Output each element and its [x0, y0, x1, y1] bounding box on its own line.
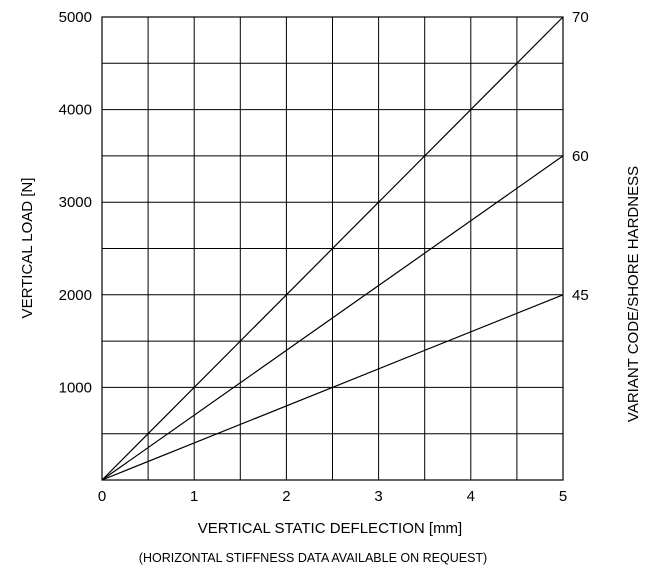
- x-tick-label: 5: [559, 488, 567, 505]
- series-lines: [101, 16, 564, 481]
- y-tick-label: 4000: [59, 102, 92, 119]
- footnote: (HORIZONTAL STIFFNESS DATA AVAILABLE ON …: [139, 551, 487, 565]
- x-tick-label: 0: [98, 488, 106, 505]
- x-tick-label: 2: [282, 488, 290, 505]
- x-tick-label: 4: [467, 488, 475, 505]
- x-tick-label: 3: [374, 488, 382, 505]
- y-axis-title: VERTICAL LOAD [N]: [19, 178, 36, 319]
- y-tick-label: 5000: [59, 9, 92, 26]
- series-line-60: [101, 155, 564, 481]
- series-label-45: 45: [572, 287, 589, 304]
- y2-axis-title: VARIANT CODE/SHORE HARDNESS: [625, 166, 642, 422]
- y-tick-label: 3000: [59, 194, 92, 211]
- y-tick-label: 2000: [59, 287, 92, 304]
- grid: [102, 17, 563, 480]
- y-tick-label: 1000: [59, 379, 92, 396]
- x-tick-label: 1: [190, 488, 198, 505]
- y-tick-labels: 1000 2000 3000 4000 5000: [59, 9, 92, 396]
- plot-frame: [101, 16, 564, 481]
- x-axis-title: VERTICAL STATIC DEFLECTION [mm]: [198, 520, 462, 537]
- series-line-45: [101, 294, 564, 481]
- series-label-70: 70: [572, 9, 589, 26]
- series-labels: 70 60 45: [572, 9, 589, 304]
- series-line-70: [101, 16, 564, 481]
- series-label-60: 60: [572, 148, 589, 165]
- x-tick-labels: 0 1 2 3 4 5: [98, 488, 567, 505]
